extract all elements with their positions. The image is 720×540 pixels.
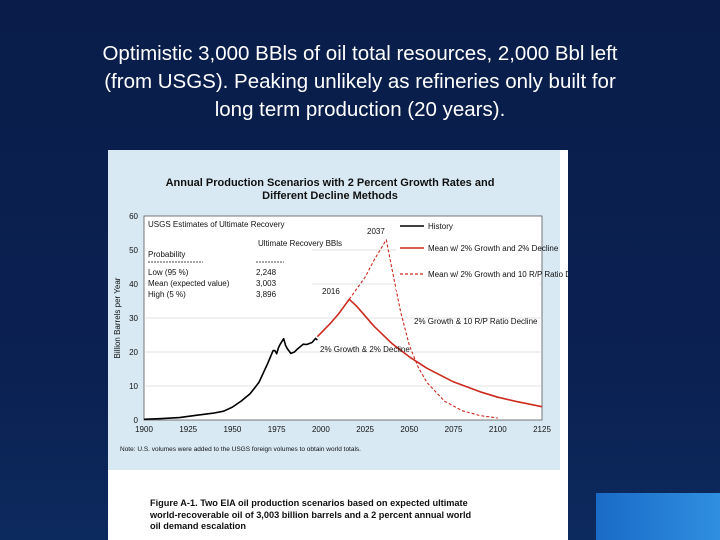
inset-row-label: Low (95 %) xyxy=(148,268,189,277)
caption-line: world-recoverable oil of 3,003 billion b… xyxy=(150,509,472,520)
y-tick-label: 40 xyxy=(129,280,138,289)
x-tick-label: 2100 xyxy=(489,425,507,434)
inset-col-header: Probability xyxy=(148,250,185,259)
caption-line: Figure A-1. Two EIA oil production scena… xyxy=(150,498,468,508)
annotation-rp-decline: 2% Growth & 10 R/P Ratio Decline xyxy=(414,317,538,326)
slide-title-line: Optimistic 3,000 BBls of oil total resou… xyxy=(102,42,618,65)
series-line-1 xyxy=(316,298,543,408)
chart-title-line: Annual Production Scenarios with 2 Perce… xyxy=(166,177,495,189)
series-line-0 xyxy=(143,337,318,421)
inset-row-label: Mean (expected value) xyxy=(148,279,230,288)
inset-row-value: 3,896 xyxy=(256,290,277,299)
slide-accent-band xyxy=(596,493,720,540)
slide-title-line: long term production (20 years). xyxy=(214,98,506,121)
x-tick-label: 1900 xyxy=(135,425,153,434)
y-tick-labels: 0 10 20 30 40 50 60 xyxy=(129,212,138,425)
legend-label: History xyxy=(428,222,453,231)
legend-label: Mean w/ 2% Growth and 10 R/P Ratio Decli… xyxy=(428,270,568,279)
chart-note: Note: U.S. volumes were added to the USG… xyxy=(120,446,361,453)
y-tick-label: 10 xyxy=(129,382,138,391)
y-tick-label: 20 xyxy=(129,348,138,357)
y-tick-label: 30 xyxy=(129,314,138,323)
x-tick-label: 1950 xyxy=(224,425,242,434)
slide-title: Optimistic 3,000 BBls of oil total resou… xyxy=(30,40,690,124)
inset-row-label: High (5 %) xyxy=(148,290,186,299)
x-tick-labels: 1900 1925 1950 1975 2000 2025 2050 2075 2100 2125 xyxy=(135,425,551,434)
y-tick-label: 0 xyxy=(134,416,139,425)
annotation-2016: 2016 xyxy=(322,287,340,296)
legend-label: Mean w/ 2% Growth and 2% Decline xyxy=(428,244,559,253)
x-tick-label: 2000 xyxy=(312,425,330,434)
production-chart: Annual Production Scenarios with 2 Perce… xyxy=(108,150,592,470)
caption-line: oil demand escalation xyxy=(150,521,246,531)
figure-caption: Figure A-1. Two EIA oil production scena… xyxy=(150,498,550,533)
inset-col-header: Ultimate Recovery BBls xyxy=(258,239,342,248)
annotation-2pct-decline: 2% Growth & 2% Decline xyxy=(320,345,410,354)
series-group xyxy=(143,239,543,421)
y-axis-label: Billion Barrels per Year xyxy=(113,277,122,358)
x-tick-label: 1975 xyxy=(268,425,286,434)
slide-title-line: (from USGS). Peaking unlikely as refiner… xyxy=(104,70,616,93)
inset-table-title: USGS Estimates of Ultimate Recovery xyxy=(148,220,284,229)
chart-title-line: Different Decline Methods xyxy=(262,190,398,202)
x-tick-label: 2025 xyxy=(356,425,374,434)
legend-box xyxy=(396,218,540,290)
inset-row-value: 3,003 xyxy=(256,279,277,288)
x-tick-label: 2050 xyxy=(400,425,418,434)
inset-row-value: 2,248 xyxy=(256,268,277,277)
y-tick-label: 50 xyxy=(129,246,138,255)
y-tick-label: 60 xyxy=(129,212,138,221)
inset-table-box xyxy=(146,218,312,304)
figure-panel: Annual Production Scenarios with 2 Perce… xyxy=(108,150,592,540)
annotation-2037: 2037 xyxy=(367,227,385,236)
x-tick-label: 1925 xyxy=(179,425,197,434)
x-tick-label: 2125 xyxy=(533,425,551,434)
x-tick-label: 2075 xyxy=(445,425,463,434)
series-line-2 xyxy=(348,239,498,419)
